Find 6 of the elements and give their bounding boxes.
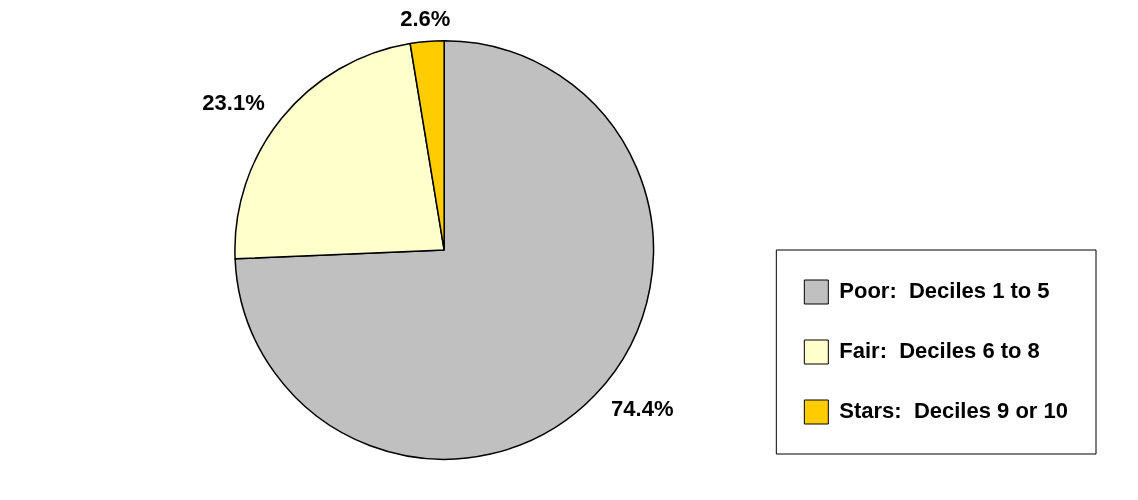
data-label: 74.4% xyxy=(611,396,674,422)
data-label: 23.1% xyxy=(202,90,265,116)
legend-label: Fair: Deciles 6 to 8 xyxy=(839,338,1040,364)
legend-label: Stars: Deciles 9 or 10 xyxy=(839,398,1069,424)
legend-label: Poor: Deciles 1 to 5 xyxy=(839,278,1050,304)
data-label: 2.6% xyxy=(400,5,451,31)
